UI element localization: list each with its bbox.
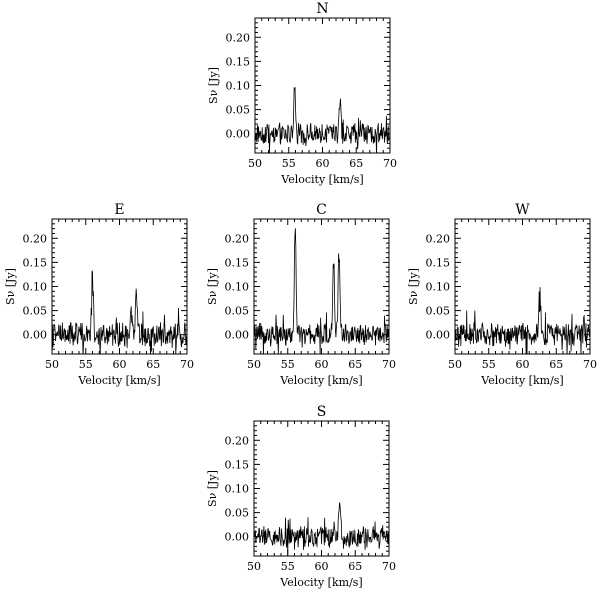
y-tick-label: 0.00 xyxy=(225,329,250,342)
x-tick-label: 65 xyxy=(348,560,362,573)
y-tick-label: 0.15 xyxy=(23,256,48,269)
x-tick-label: 55 xyxy=(281,560,295,573)
y-tick-label: 0.20 xyxy=(426,232,451,245)
x-tick-label: 50 xyxy=(247,358,261,371)
x-tick-label: 70 xyxy=(383,157,397,170)
y-tick-label: 0.10 xyxy=(23,281,48,294)
spectrum-line xyxy=(254,502,389,556)
y-axis-label: Sν [Jy] xyxy=(207,67,220,104)
y-tick-label: 0.05 xyxy=(225,305,250,318)
y-tick-label: 0.20 xyxy=(225,434,250,447)
x-tick-label: 65 xyxy=(348,358,362,371)
panel-w: W 50 55 60 65 70 0.00 0.05 0.10 0.15 0.20 Velocity … xyxy=(407,202,597,387)
x-axis-label: Velocity [km/s] xyxy=(280,173,363,186)
x-tick-label: 50 xyxy=(248,157,262,170)
panel-s: S 50 55 60 65 70 0.00 0.05 0.10 0.15 0.20 Velocity … xyxy=(206,404,396,589)
y-axis-label: Sν [Jy] xyxy=(206,268,219,305)
spectrum-line xyxy=(255,86,390,153)
y-axis-label: Sν [Jy] xyxy=(206,470,219,507)
panel-title: W xyxy=(515,202,530,218)
x-axis-label: Velocity [km/s] xyxy=(279,374,362,387)
spectrum-line xyxy=(52,270,187,354)
y-tick-label: 0.15 xyxy=(226,55,251,68)
y-tick-label: 0.00 xyxy=(426,329,451,342)
y-tick-label: 0.00 xyxy=(225,531,250,544)
y-tick-label: 0.10 xyxy=(225,281,250,294)
x-tick-label: 70 xyxy=(382,358,396,371)
y-tick-label: 0.10 xyxy=(226,80,251,93)
x-axis-label: Velocity [km/s] xyxy=(77,374,160,387)
x-tick-label: 70 xyxy=(180,358,194,371)
y-tick-label: 0.15 xyxy=(426,256,451,269)
spectrum-line xyxy=(455,287,590,354)
x-tick-label: 60 xyxy=(516,358,530,371)
y-tick-label: 0.05 xyxy=(225,507,250,520)
x-axis-label: Velocity [km/s] xyxy=(480,374,563,387)
x-tick-label: 60 xyxy=(113,358,127,371)
x-tick-label: 70 xyxy=(583,358,597,371)
x-tick-label: 55 xyxy=(281,358,295,371)
y-axis-label: Sν [Jy] xyxy=(407,268,420,305)
x-tick-label: 50 xyxy=(448,358,462,371)
x-tick-label: 65 xyxy=(146,358,160,371)
y-tick-label: 0.15 xyxy=(225,256,250,269)
panel-title: S xyxy=(317,404,327,420)
panel-title: C xyxy=(316,202,327,218)
y-tick-label: 0.20 xyxy=(226,31,251,44)
x-tick-label: 50 xyxy=(247,560,261,573)
x-tick-label: 55 xyxy=(79,358,93,371)
y-tick-label: 0.05 xyxy=(23,305,48,318)
y-tick-label: 0.05 xyxy=(426,305,451,318)
x-tick-label: 60 xyxy=(315,560,329,573)
y-tick-label: 0.00 xyxy=(23,329,48,342)
panel-c: C 50 55 60 65 70 0.00 0.05 0.10 0.15 0.20 Velocity … xyxy=(206,202,396,387)
x-tick-label: 55 xyxy=(282,157,296,170)
y-tick-label: 0.10 xyxy=(225,483,250,496)
x-tick-label: 60 xyxy=(316,157,330,170)
y-tick-label: 0.05 xyxy=(226,104,251,117)
spectrum-line xyxy=(254,228,389,354)
x-tick-label: 55 xyxy=(482,358,496,371)
x-tick-label: 60 xyxy=(315,358,329,371)
x-tick-label: 50 xyxy=(45,358,59,371)
panel-title: E xyxy=(114,202,124,218)
panel-e: E 50 55 60 65 70 0.00 0.05 0.10 0.15 0.20 Velocity … xyxy=(4,202,194,387)
y-tick-label: 0.10 xyxy=(426,281,451,294)
y-tick-label: 0.00 xyxy=(226,128,251,141)
y-tick-label: 0.15 xyxy=(225,458,250,471)
y-tick-label: 0.20 xyxy=(225,232,250,245)
y-axis-label: Sν [Jy] xyxy=(4,268,17,305)
x-tick-label: 65 xyxy=(549,358,563,371)
x-axis-label: Velocity [km/s] xyxy=(279,576,362,589)
x-tick-label: 65 xyxy=(349,157,363,170)
panel-n: N 50 55 60 65 70 0.00 0.05 0.10 0.15 0.20 Velocity … xyxy=(207,1,397,186)
x-tick-label: 70 xyxy=(382,560,396,573)
y-tick-label: 0.20 xyxy=(23,232,48,245)
panel-title: N xyxy=(316,1,328,17)
